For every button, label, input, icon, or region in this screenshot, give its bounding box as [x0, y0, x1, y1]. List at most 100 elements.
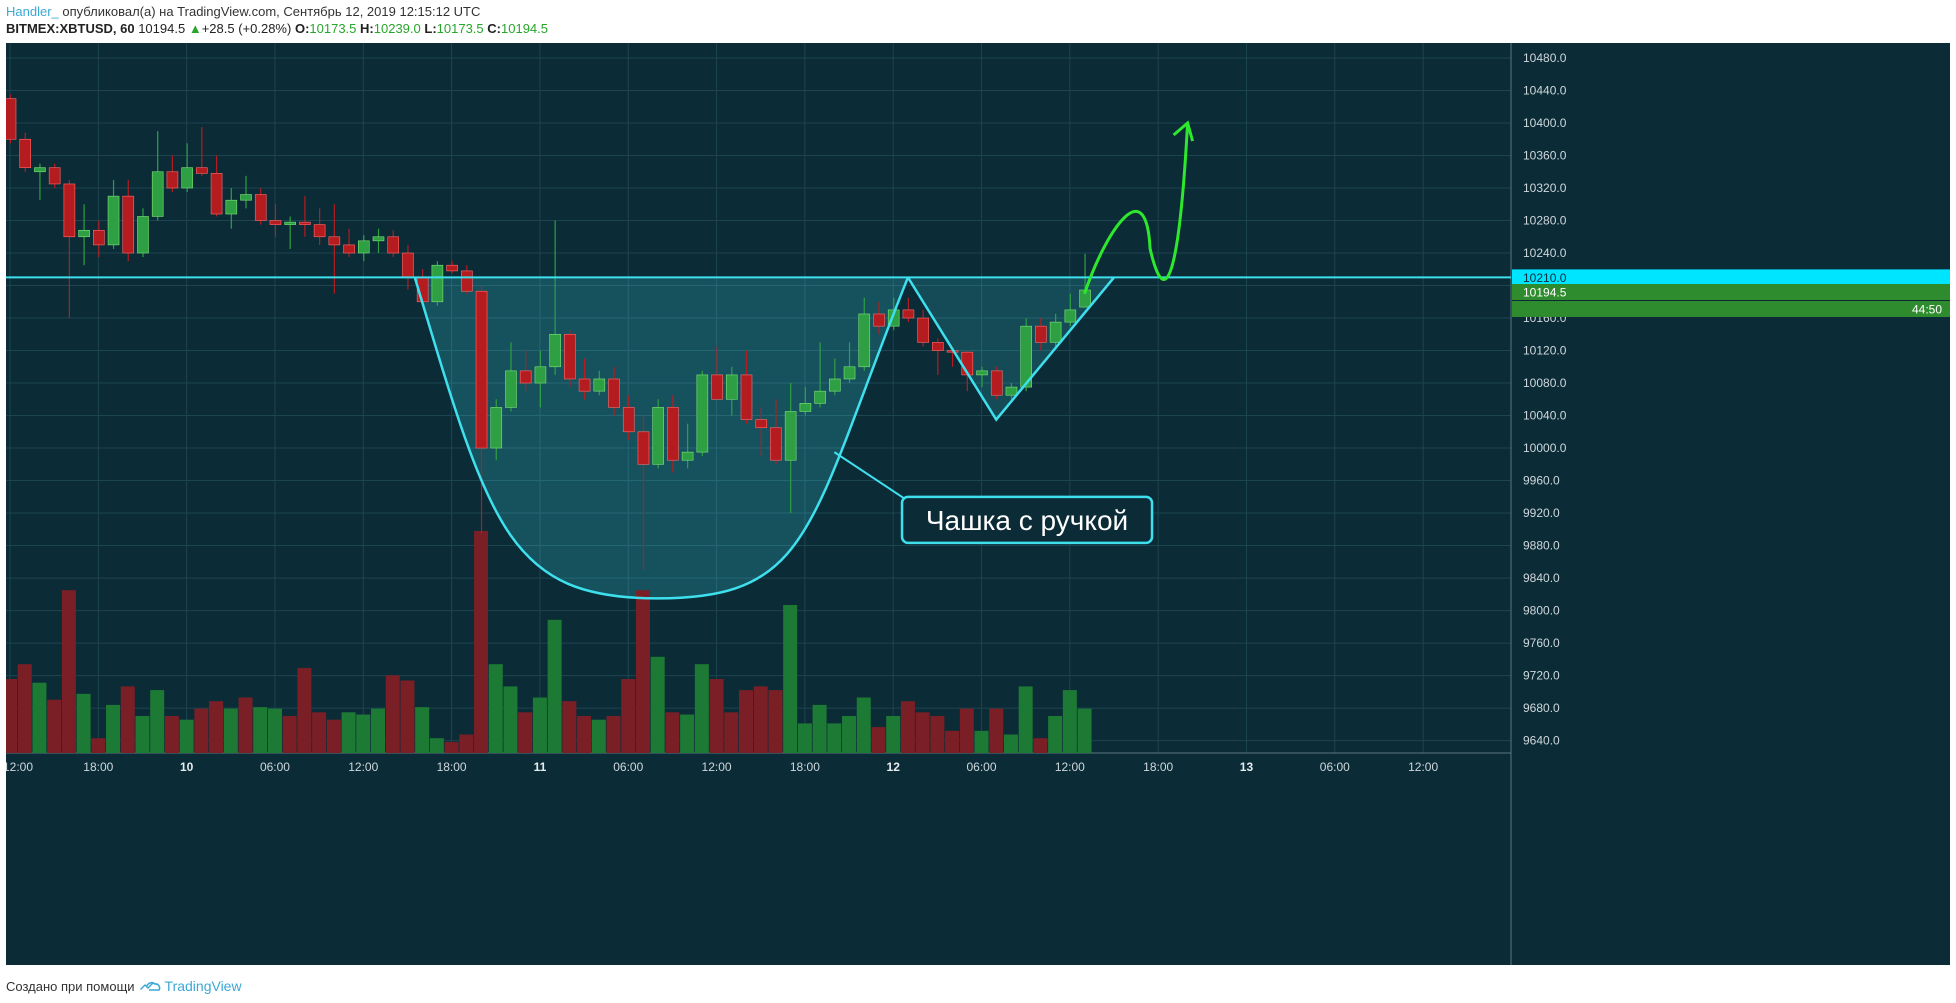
high-label: H: [360, 21, 374, 36]
time-tick-label: 06:00 [260, 760, 290, 774]
price-tick-label: 10080.0 [1523, 376, 1567, 390]
candle-bull [505, 370, 517, 408]
candle-bear [343, 244, 355, 254]
candle-bear [622, 407, 635, 433]
handle-fill [907, 277, 1114, 420]
volume-bar [415, 707, 430, 753]
close-label: C: [487, 21, 501, 36]
time-tick-label: 06:00 [1320, 760, 1350, 774]
volume-bar [385, 675, 400, 753]
price-tag-countdown [1512, 300, 1950, 317]
price-chart[interactable]: Чашка с ручкой 10480.0 10440.0 10400.0 10360… [6, 43, 1950, 965]
chart-area[interactable]: Чашка с ручкой 10480.0 10440.0 10400.0 10360… [6, 43, 1950, 965]
callout-label: Чашка с ручкой [926, 505, 1128, 536]
open-value: 10173.5 [309, 21, 357, 36]
candle-bull [284, 221, 296, 225]
candle-bear [740, 374, 753, 420]
price-tick-label: 10360.0 [1523, 149, 1567, 163]
footer: Создано при помощи TradingView [6, 976, 242, 996]
volume-bar [1077, 708, 1092, 753]
price-tick-label: 10240.0 [1523, 246, 1567, 260]
candle-bear [210, 173, 223, 215]
volume-bar [577, 716, 592, 753]
candle-bear [461, 270, 473, 292]
candle-bull [593, 378, 606, 392]
candle-bear [313, 224, 326, 238]
created-with-text: Создано при помощи [6, 978, 135, 994]
volume-bar [930, 716, 945, 753]
candle-bull [534, 366, 547, 384]
price-tick-label: 9760.0 [1523, 636, 1560, 650]
candle-bear [387, 236, 400, 254]
breakout-arrow [1083, 122, 1190, 295]
price-tick-label: 10400.0 [1523, 116, 1567, 130]
price-tick-label: 9880.0 [1523, 539, 1560, 553]
volume-bar [562, 701, 577, 753]
volume-bar [253, 707, 268, 753]
price-tick-label: 10120.0 [1523, 344, 1567, 358]
volume-bar [17, 664, 32, 753]
candle-bull [549, 333, 561, 368]
price-tick-label: 9720.0 [1523, 669, 1560, 683]
price-tick-label: 10480.0 [1523, 51, 1567, 65]
volume-bar [842, 716, 857, 753]
candle-bear [917, 317, 929, 343]
price-tick-label: 9640.0 [1523, 734, 1560, 748]
change-arrow-icon: ▲ [188, 21, 202, 36]
candle-bull [652, 407, 664, 465]
candle-bull [887, 309, 900, 327]
candle-bull [357, 240, 370, 254]
candle-bull [107, 195, 120, 246]
price-tick-label: 10040.0 [1523, 409, 1567, 423]
candle-bear [932, 342, 944, 351]
candle-bull [431, 264, 444, 303]
callout-box[interactable] [900, 495, 1154, 545]
candle-bear [254, 194, 267, 221]
candle-bull [78, 229, 90, 238]
candle-bull [181, 167, 193, 189]
tradingview-brand-link[interactable]: TradingView [164, 978, 242, 994]
volume-bar [900, 701, 915, 753]
volume-bar [444, 741, 459, 753]
price-tag-label: 44:50 [1912, 302, 1942, 316]
candle-bear [196, 167, 208, 174]
candle-bear [902, 309, 915, 319]
time-tick-label: 18:00 [790, 760, 820, 774]
tradingview-logo-icon[interactable] [139, 979, 161, 993]
volume-bar [694, 664, 709, 753]
time-tick-label: 06:00 [613, 760, 643, 774]
volume-bar [739, 690, 753, 753]
time-tick-label: 11 [534, 760, 547, 774]
volume-bar [6, 679, 17, 753]
volume-bar [459, 734, 474, 753]
volume-bar [47, 699, 62, 753]
volume-bar [312, 712, 327, 753]
volume-bar [1062, 690, 1077, 753]
time-tick-label: 13 [1240, 760, 1254, 774]
volume-bar [635, 590, 650, 753]
candle-bear [475, 290, 488, 449]
volume-bar [238, 697, 253, 753]
time-tick-label: 12:00 [1408, 760, 1438, 774]
time-tick-label: 18:00 [83, 760, 113, 774]
volume-bar [827, 723, 842, 753]
author-link[interactable]: Handler_ [6, 4, 59, 19]
change-value: +28.5 (+0.28%) [201, 21, 292, 36]
volume-bar [120, 686, 135, 753]
publish-info: Handler_ опубликовал(а) на TradingView.c… [6, 4, 480, 20]
time-tick-label: 10 [180, 760, 194, 774]
volume-bar [223, 708, 238, 753]
candle-bear [166, 171, 179, 189]
candle-bull [814, 390, 826, 404]
volume-bar [606, 716, 621, 753]
candle-bull [240, 194, 252, 201]
volume-bar [326, 719, 341, 753]
time-tick-label: 12:00 [1055, 760, 1085, 774]
price-tick-label: 10320.0 [1523, 181, 1567, 195]
volume-bar [532, 697, 547, 753]
volume-bar [106, 704, 121, 753]
candle-bull [829, 378, 841, 392]
price-tick-label: 9960.0 [1523, 474, 1560, 488]
volume-bar [915, 712, 930, 753]
low-label: L: [424, 21, 437, 36]
